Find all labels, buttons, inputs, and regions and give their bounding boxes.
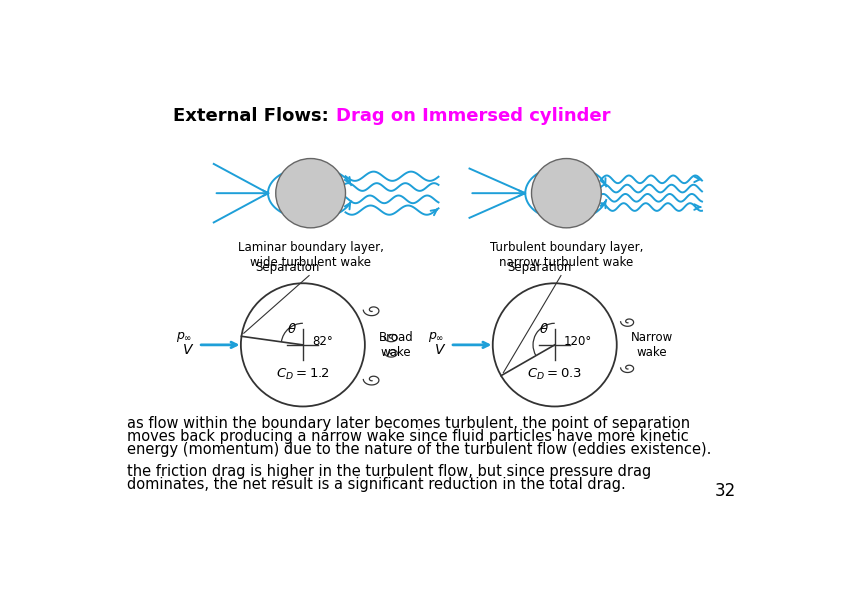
Text: Turbulent boundary layer,
narrow turbulent wake: Turbulent boundary layer, narrow turbule… — [490, 241, 643, 269]
Text: moves back producing a narrow wake since fluid particles have more kinetic: moves back producing a narrow wake since… — [127, 429, 689, 444]
Text: the friction drag is higher in the turbulent flow, but since pressure drag: the friction drag is higher in the turbu… — [127, 464, 651, 479]
Text: $C_D = 1.2$: $C_D = 1.2$ — [276, 367, 330, 381]
Circle shape — [531, 159, 601, 228]
Text: $p_\infty$: $p_\infty$ — [177, 330, 193, 344]
Text: Broad
wake: Broad wake — [379, 331, 413, 359]
Text: 32: 32 — [715, 482, 736, 500]
Text: Drag on Immersed cylinder: Drag on Immersed cylinder — [336, 107, 610, 125]
Text: Narrow
wake: Narrow wake — [631, 331, 673, 359]
Text: as flow within the boundary later becomes turbulent, the point of separation: as flow within the boundary later become… — [127, 416, 690, 431]
Text: 120°: 120° — [564, 334, 592, 347]
Text: External Flows:: External Flows: — [173, 107, 334, 125]
Text: Separation: Separation — [507, 261, 572, 274]
Text: $p_\infty$: $p_\infty$ — [429, 330, 445, 344]
Circle shape — [275, 159, 345, 228]
Text: energy (momentum) due to the nature of the turbulent flow (eddies existence).: energy (momentum) due to the nature of t… — [127, 442, 711, 457]
Text: $C_D = 0.3$: $C_D = 0.3$ — [527, 367, 583, 381]
Text: Laminar boundary layer,
wide turbulent wake: Laminar boundary layer, wide turbulent w… — [237, 241, 384, 269]
Text: θ: θ — [540, 323, 548, 336]
Text: V: V — [184, 343, 193, 357]
Text: V: V — [435, 343, 445, 357]
Text: dominates, the net result is a significant reduction in the total drag.: dominates, the net result is a significa… — [127, 477, 626, 492]
Text: θ: θ — [288, 323, 296, 336]
Text: Separation: Separation — [255, 261, 320, 274]
Text: 82°: 82° — [312, 334, 333, 347]
